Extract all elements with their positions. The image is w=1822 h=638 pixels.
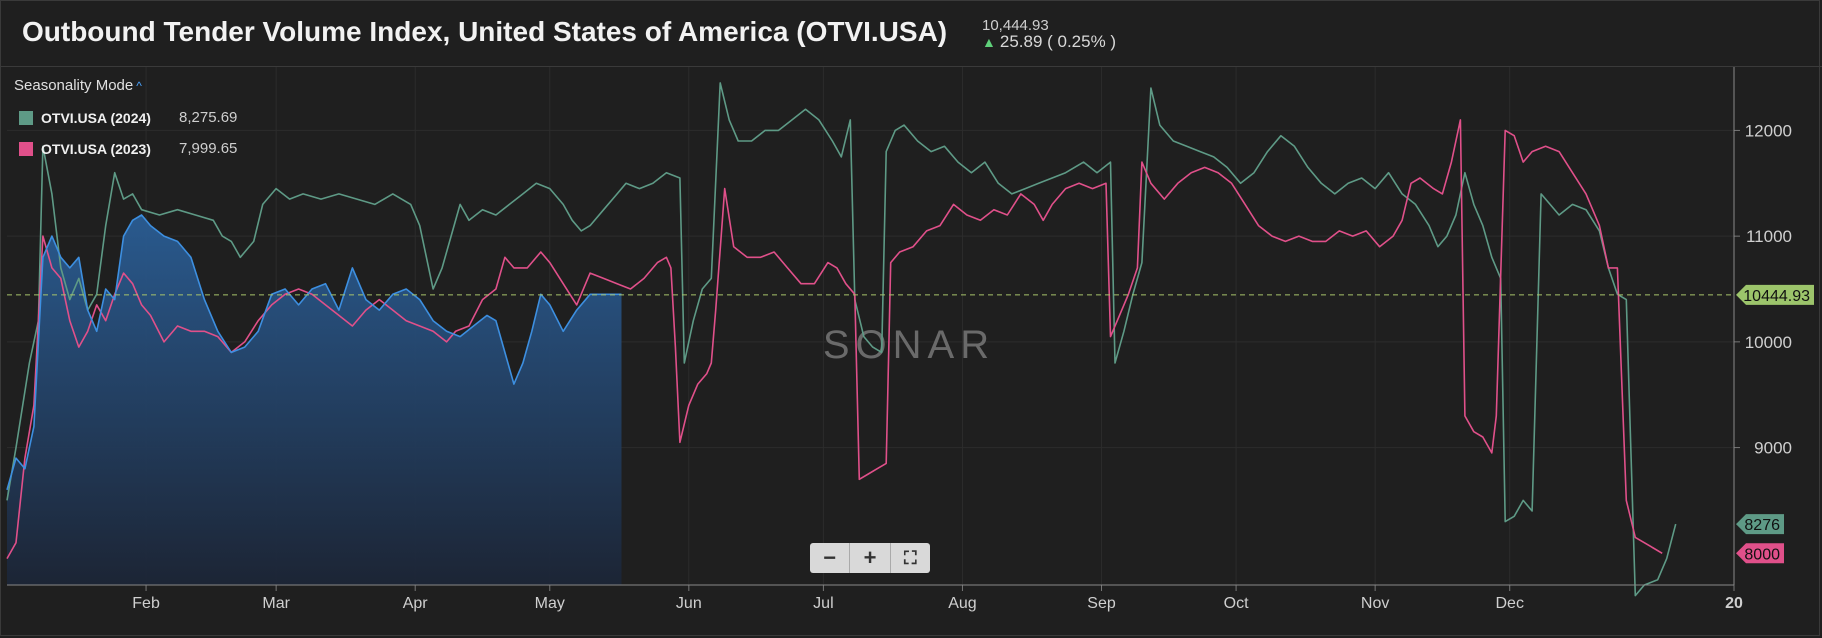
x-tick-label: Jul — [813, 595, 833, 612]
chevron-up-icon: ^ — [136, 79, 142, 93]
x-tick-label: May — [535, 595, 565, 612]
legend-item[interactable]: OTVI.USA (2024) 8,275.69 — [14, 102, 237, 133]
value-tag — [1736, 514, 1784, 535]
legend-item[interactable]: OTVI.USA (2023) 7,999.65 — [14, 133, 237, 164]
fullscreen-button[interactable]: ⛶ — [904, 547, 917, 568]
series-line — [6, 119, 1663, 559]
value-tag-label: 8000 — [1744, 546, 1780, 563]
value-tag — [1736, 284, 1814, 305]
arrow-up-icon: ▲ — [982, 34, 996, 50]
value-tag — [1736, 543, 1784, 564]
seasonality-mode-toggle[interactable]: Seasonality Mode ^ — [14, 77, 237, 94]
x-tick-label: 20 — [1725, 595, 1743, 612]
watermark: SONAR — [823, 323, 995, 367]
change-value: ▲ 25.89 ( 0.25% ) — [982, 32, 1116, 52]
legend-item-name: OTVI.USA (2024) — [41, 109, 151, 126]
zoom-controls: − + ⛶ — [810, 543, 930, 573]
x-tick-label: Mar — [262, 595, 290, 612]
legend-item-value: 8,275.69 — [179, 109, 238, 126]
y-tick-label: 9000 — [1754, 439, 1792, 458]
y-tick-label: 10000 — [1745, 333, 1792, 352]
legend-swatch — [19, 141, 33, 156]
last-value: 10,444.93 — [982, 17, 1049, 34]
x-tick-label: Dec — [1495, 595, 1523, 612]
y-tick-label: 12000 — [1745, 121, 1792, 140]
x-tick-label: Jun — [676, 595, 702, 612]
y-tick-label: 11000 — [1746, 227, 1792, 246]
x-tick-label: Apr — [403, 595, 429, 612]
zoom-in-button[interactable]: + — [850, 543, 891, 573]
legend-swatch — [19, 110, 33, 125]
x-tick-label: Feb — [132, 595, 160, 612]
legend-item-value: 7,999.65 — [179, 140, 238, 157]
x-tick-label: Aug — [948, 595, 976, 612]
x-tick-label: Nov — [1361, 595, 1389, 612]
series-line — [6, 214, 622, 491]
value-tag-label: 10444.93 — [1743, 288, 1810, 305]
zoom-out-button[interactable]: − — [810, 543, 851, 573]
legend-item-name: OTVI.USA (2023) — [41, 140, 151, 157]
x-tick-label: Sep — [1087, 595, 1116, 612]
x-tick-label: Oct — [1224, 595, 1249, 612]
chart-header: Outbound Tender Volume Index, United Sta… — [0, 0, 1822, 67]
legend: Seasonality Mode ^ OTVI.USA (2024) 8,275.… — [14, 77, 237, 164]
change-text: 25.89 ( 0.25% ) — [999, 32, 1117, 51]
seasonality-mode-label: Seasonality Mode — [14, 77, 134, 94]
value-tag-label: 8276 — [1744, 517, 1780, 534]
chart-title: Outbound Tender Volume Index, United Sta… — [22, 16, 948, 47]
series-area — [7, 215, 622, 585]
